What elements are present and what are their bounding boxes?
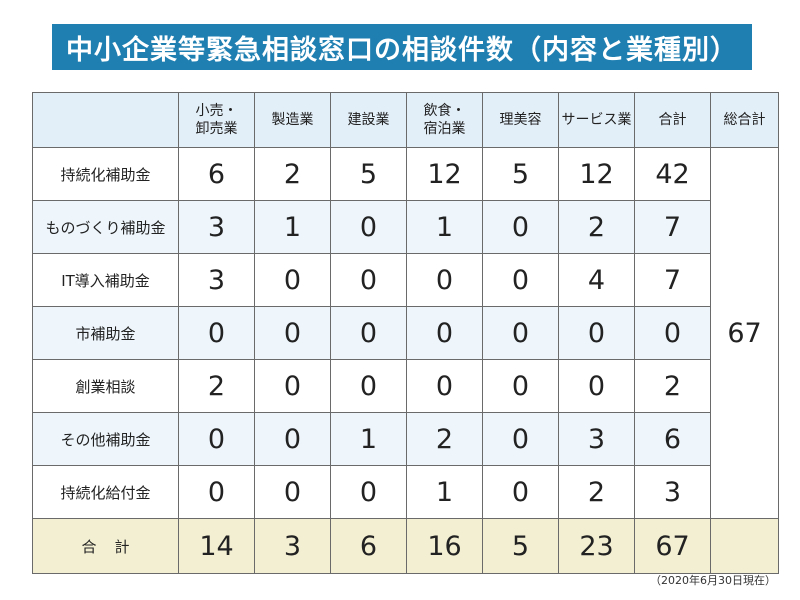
value-cell: 0 bbox=[330, 465, 407, 519]
row-label: 持続化給付金 bbox=[32, 465, 179, 519]
value-cell: 5 bbox=[330, 147, 407, 201]
value-cell: 0 bbox=[178, 412, 255, 466]
total-cell: 6 bbox=[330, 518, 407, 574]
totals-label: 合計 bbox=[32, 518, 179, 574]
col-header-food-lodging: 飲食・ 宿泊業 bbox=[406, 92, 483, 148]
row-label: IT導入補助金 bbox=[32, 253, 179, 307]
as-of-date-note: （2020年6月30日現在） bbox=[650, 574, 776, 587]
value-cell: 0 bbox=[482, 200, 559, 254]
value-cell: 0 bbox=[482, 465, 559, 519]
col-header-grand-total: 総合計 bbox=[710, 92, 779, 148]
table-row: ものづくり補助金 3 1 0 1 0 2 7 bbox=[32, 200, 779, 254]
value-cell: 1 bbox=[406, 200, 483, 254]
total-cell: 23 bbox=[558, 518, 635, 574]
totals-row: 合計 14 3 6 16 5 23 67 bbox=[32, 518, 779, 574]
total-cell: 16 bbox=[406, 518, 483, 574]
value-cell: 0 bbox=[634, 306, 711, 360]
value-cell: 7 bbox=[634, 200, 711, 254]
total-cell: 67 bbox=[634, 518, 711, 574]
value-cell: 3 bbox=[178, 253, 255, 307]
total-cell: 5 bbox=[482, 518, 559, 574]
value-cell: 0 bbox=[178, 465, 255, 519]
value-cell: 0 bbox=[558, 306, 635, 360]
value-cell: 6 bbox=[634, 412, 711, 466]
value-cell: 0 bbox=[254, 465, 331, 519]
value-cell: 0 bbox=[330, 306, 407, 360]
value-cell: 0 bbox=[254, 412, 331, 466]
table-row: 創業相談 2 0 0 0 0 0 2 bbox=[32, 359, 779, 413]
value-cell: 0 bbox=[406, 306, 483, 360]
value-cell: 2 bbox=[254, 147, 331, 201]
value-cell: 0 bbox=[406, 359, 483, 413]
value-cell: 12 bbox=[558, 147, 635, 201]
value-cell: 0 bbox=[330, 253, 407, 307]
col-header-subtotal: 合計 bbox=[634, 92, 711, 148]
value-cell: 0 bbox=[406, 253, 483, 307]
value-cell: 0 bbox=[558, 359, 635, 413]
header-row: 小売・ 卸売業 製造業 建設業 飲食・ 宿泊業 理美容 サービス業 合計 総合計 bbox=[32, 92, 779, 148]
value-cell: 2 bbox=[558, 465, 635, 519]
table-row: 持続化補助金 6 2 5 12 5 12 42 67 bbox=[32, 147, 779, 519]
value-cell: 0 bbox=[254, 359, 331, 413]
total-cell: 14 bbox=[178, 518, 255, 574]
value-cell: 3 bbox=[178, 200, 255, 254]
value-cell: 3 bbox=[558, 412, 635, 466]
value-cell: 0 bbox=[482, 306, 559, 360]
value-cell: 0 bbox=[254, 306, 331, 360]
col-header-manufacturing: 製造業 bbox=[254, 92, 331, 148]
value-cell: 0 bbox=[482, 253, 559, 307]
value-cell: 7 bbox=[634, 253, 711, 307]
value-cell: 0 bbox=[330, 200, 407, 254]
value-cell: 4 bbox=[558, 253, 635, 307]
row-label: 市補助金 bbox=[32, 306, 179, 360]
row-label: 持続化補助金 bbox=[32, 147, 179, 201]
row-label: ものづくり補助金 bbox=[32, 200, 179, 254]
consultation-table: 小売・ 卸売業 製造業 建設業 飲食・ 宿泊業 理美容 サービス業 合計 総合計 持… bbox=[32, 92, 779, 574]
value-cell: 6 bbox=[178, 147, 255, 201]
table-row: 市補助金 0 0 0 0 0 0 0 bbox=[32, 306, 779, 360]
col-header-construction: 建設業 bbox=[330, 92, 407, 148]
value-cell: 0 bbox=[254, 253, 331, 307]
value-cell: 1 bbox=[254, 200, 331, 254]
value-cell: 12 bbox=[406, 147, 483, 201]
totals-grand-empty bbox=[710, 518, 779, 574]
value-cell: 2 bbox=[558, 200, 635, 254]
row-label: その他補助金 bbox=[32, 412, 179, 466]
grand-total-value: 67 bbox=[710, 147, 779, 519]
value-cell: 5 bbox=[482, 147, 559, 201]
page-title: 中小企業等緊急相談窓口の相談件数（内容と業種別） bbox=[52, 24, 752, 70]
value-cell: 1 bbox=[406, 465, 483, 519]
value-cell: 3 bbox=[634, 465, 711, 519]
total-cell: 3 bbox=[254, 518, 331, 574]
table-row: 持続化給付金 0 0 0 1 0 2 3 bbox=[32, 465, 779, 519]
value-cell: 0 bbox=[482, 359, 559, 413]
row-label: 創業相談 bbox=[32, 359, 179, 413]
table-row: その他補助金 0 0 1 2 0 3 6 bbox=[32, 412, 779, 466]
value-cell: 2 bbox=[178, 359, 255, 413]
col-header-retail: 小売・ 卸売業 bbox=[178, 92, 255, 148]
col-header-beauty: 理美容 bbox=[482, 92, 559, 148]
table-row: IT導入補助金 3 0 0 0 0 4 7 bbox=[32, 253, 779, 307]
value-cell: 42 bbox=[634, 147, 711, 201]
value-cell: 0 bbox=[330, 359, 407, 413]
col-header-service: サービス業 bbox=[558, 92, 635, 148]
value-cell: 0 bbox=[178, 306, 255, 360]
header-corner bbox=[32, 92, 179, 148]
value-cell: 2 bbox=[634, 359, 711, 413]
value-cell: 0 bbox=[482, 412, 559, 466]
value-cell: 2 bbox=[406, 412, 483, 466]
value-cell: 1 bbox=[330, 412, 407, 466]
